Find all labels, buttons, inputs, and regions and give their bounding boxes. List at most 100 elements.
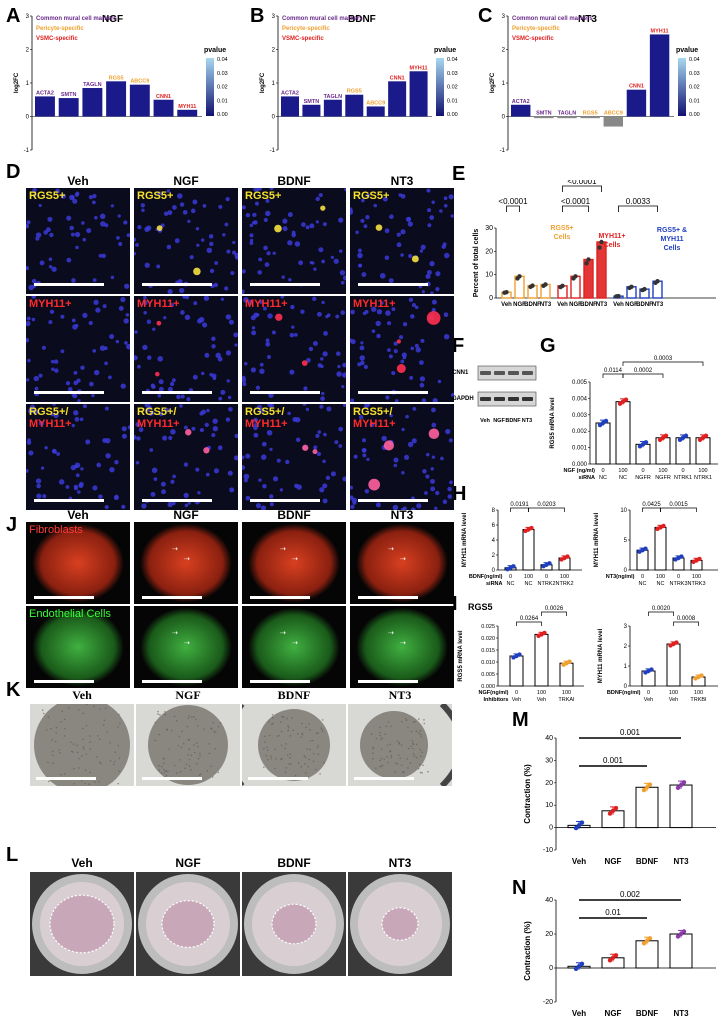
data-point [610,808,616,813]
nucleus [242,205,246,210]
texture-dot [199,754,201,757]
data-point [529,525,534,531]
nucleus [254,201,259,206]
bar-abcc9 [603,116,624,127]
nucleus [335,351,341,356]
texture-dot [208,743,211,745]
nucleus [421,398,427,402]
texture-dot [98,780,100,783]
texture-dot [287,729,289,732]
texture-dot [389,743,392,746]
texture-dot [423,722,426,725]
nucleus [250,367,256,373]
nucleus [209,268,215,274]
nucleus [263,217,268,223]
texture-dot [397,754,400,756]
well-field [32,874,132,974]
nucleus [34,386,39,391]
scale-bar [250,283,320,286]
nucleus [242,289,245,294]
spheroid-field [32,523,124,603]
nucleus [276,458,281,463]
nucleus [73,380,78,386]
nucleus [115,339,120,344]
tissue [34,704,130,786]
texture-dot [118,713,120,716]
nucleus [197,491,201,495]
nucleus [280,296,285,299]
positive-cell [203,447,210,454]
texture-dot [417,767,420,770]
y-tick-label: 3 [26,14,30,20]
nucleus [421,290,425,294]
nucleus [201,409,207,415]
nucleus [415,347,421,353]
nucleus [243,473,250,480]
texture-dot [178,735,181,738]
texture-dot [179,770,182,773]
nucleus [322,483,328,489]
texture-dot [407,767,409,769]
nucleus [357,248,362,253]
group-label: MYH11+ [598,233,625,240]
texture-dot [89,741,91,743]
positive-cell [275,313,283,321]
nucleus [419,360,424,366]
nucleus [416,503,422,509]
nucleus [290,304,295,310]
texture-dot [271,713,274,716]
micro-label: RGS5+ [137,190,174,202]
nucleus [407,217,412,221]
nucleus [60,349,65,354]
texture-dot [412,721,415,723]
nucleus [104,505,109,510]
nucleus [245,495,251,501]
nucleus [102,304,107,309]
nucleus [217,356,223,362]
pvalue-scale [206,58,214,116]
x-row2-label: TRKBI [690,697,707,703]
x-row1-label: 0 [647,690,650,696]
texture-dot [276,735,279,737]
legend-entry: Common mural cell markers [36,16,117,22]
nucleus [333,258,339,264]
nucleus [384,228,390,234]
nucleus [319,404,324,409]
texture-dot [195,718,197,721]
nucleus [435,271,441,277]
y-tick-label: -10 [543,847,553,854]
nucleus [166,244,172,250]
nucleus [366,193,371,198]
texture-dot [84,769,87,772]
nucleus [402,355,407,360]
nuclei-field [350,297,454,402]
bar-myh11 [649,34,670,117]
texture-dot [211,776,214,778]
texture-dot [419,763,421,766]
bar-acta2 [281,96,299,117]
x-row2-label: NC [639,581,647,587]
texture-dot [380,738,383,741]
bar-1 [666,643,681,687]
nucleus [82,237,87,242]
nucleus [74,231,81,238]
nucleus [344,188,346,192]
nucleus [267,313,273,319]
texture-dot [185,763,188,766]
legend-entry: VSMC-specific [512,36,554,42]
nucleus [350,485,354,490]
nucleus [127,425,130,430]
scale-bar [36,777,96,780]
y-tick-label: 0 [549,965,553,972]
texture-dot [270,723,273,726]
nucleus [66,257,72,263]
arrow-marker: ⇢ [400,640,406,647]
y-tick-label: 0 [624,684,628,690]
spheroid-field [32,607,124,687]
texture-dot [119,722,121,725]
gel-outline [271,903,317,945]
texture-dot [47,761,49,764]
nucleus [49,232,54,238]
y-tick-label: 30 [545,757,553,764]
panel-title: NT3 [578,14,597,25]
